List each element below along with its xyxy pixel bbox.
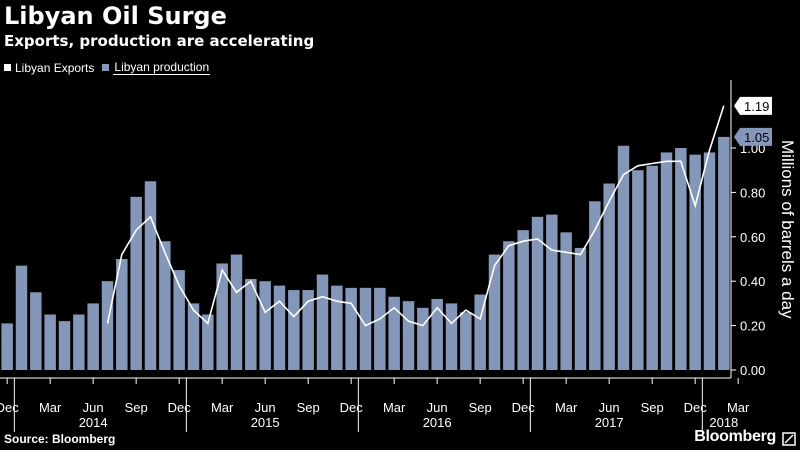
end-label-exports: 1.19 [744,99,769,114]
x-tick-label: Dec [0,400,19,415]
year-label: 2018 [709,415,738,430]
x-tick-label: Mar [383,400,406,415]
bloomberg-mark-icon [782,432,796,446]
bar [87,303,99,370]
year-label: 2016 [423,415,452,430]
end-label-exports-box [734,96,772,115]
bar [58,321,71,370]
y-tick-label: 0.00 [740,363,765,378]
chart-title: Libyan Oil Surge [4,2,227,30]
bar [388,296,400,370]
bar [689,154,701,370]
bar [345,287,357,370]
bar [30,292,42,370]
chart-subtitle: Exports, production are accelerating [4,32,315,50]
legend-swatch-production [102,64,110,71]
source-note: Source: Bloomberg [4,432,116,446]
chart-legend: Libyan Exports Libyan production [4,60,218,75]
bar [531,216,544,370]
bar [374,287,386,370]
brand-logo: Bloomberg [694,428,776,445]
year-label: 2017 [595,415,624,430]
x-tick-label: Jun [599,400,620,415]
x-tick-label: Mar [39,400,62,415]
bar [316,274,329,370]
bar [187,303,200,370]
x-tick-label: Sep [641,400,664,415]
bar [302,290,314,370]
bar [245,278,257,370]
bar [445,303,458,370]
end-label-production: 1.05 [744,130,769,145]
bar [402,301,415,370]
bar [675,148,687,370]
y-tick-label: 0.80 [740,185,765,200]
bar [718,136,730,370]
bar [1,323,13,370]
y-axis-title: Millions of barrels a day [778,140,797,319]
bar [603,183,615,370]
bar [359,287,372,370]
bar [202,314,214,370]
x-tick-label: Jun [83,400,104,415]
bar [144,181,157,370]
bar [230,254,243,370]
bar [560,232,572,370]
x-tick-label: Dec [168,400,192,415]
bar [660,152,673,370]
bar [574,247,587,370]
year-label: 2014 [79,415,108,430]
x-tick-label: Mar [727,400,750,415]
bar [130,196,142,370]
legend-swatch-exports [4,64,11,71]
x-tick-label: Sep [297,400,320,415]
x-tick-label: Dec [684,400,708,415]
legend-label-production: Libyan production [113,60,211,75]
bar [546,214,558,370]
y-tick-label: 0.20 [740,319,765,334]
bar [460,312,472,370]
legend-label-exports: Libyan Exports [15,60,95,75]
exports-line [106,105,725,327]
x-tick-label: Sep [125,400,148,415]
bar [116,259,128,370]
x-tick-label: Dec [340,400,364,415]
bar [173,270,185,370]
end-label-production-box [734,127,772,146]
bar [646,165,658,370]
x-tick-label: Mar [211,400,234,415]
bar [15,265,28,370]
x-tick-label: Jun [255,400,276,415]
bar [474,294,486,370]
y-tick-label: 0.40 [740,274,765,289]
year-label: 2015 [251,415,280,430]
bar [431,298,443,370]
bar [216,263,228,370]
x-tick-label: Sep [469,400,492,415]
bar [73,314,85,370]
legend-item-exports: Libyan Exports [4,61,94,75]
bar [703,152,716,370]
bar [617,145,630,370]
bar [159,241,171,370]
bar [632,170,644,370]
x-tick-label: Dec [512,400,536,415]
bar [44,314,56,370]
bar [417,307,429,370]
x-tick-label: Mar [555,400,578,415]
x-tick-label: Jun [427,400,448,415]
bar [589,201,601,370]
bar [288,290,300,370]
bar [331,285,343,370]
bar [273,285,286,370]
legend-item-production: Libyan production [102,60,211,75]
bar [517,230,529,370]
bar [101,281,114,370]
bar [488,254,501,370]
bar [259,281,271,370]
y-tick-label: 0.60 [740,230,765,245]
bar [503,241,515,370]
